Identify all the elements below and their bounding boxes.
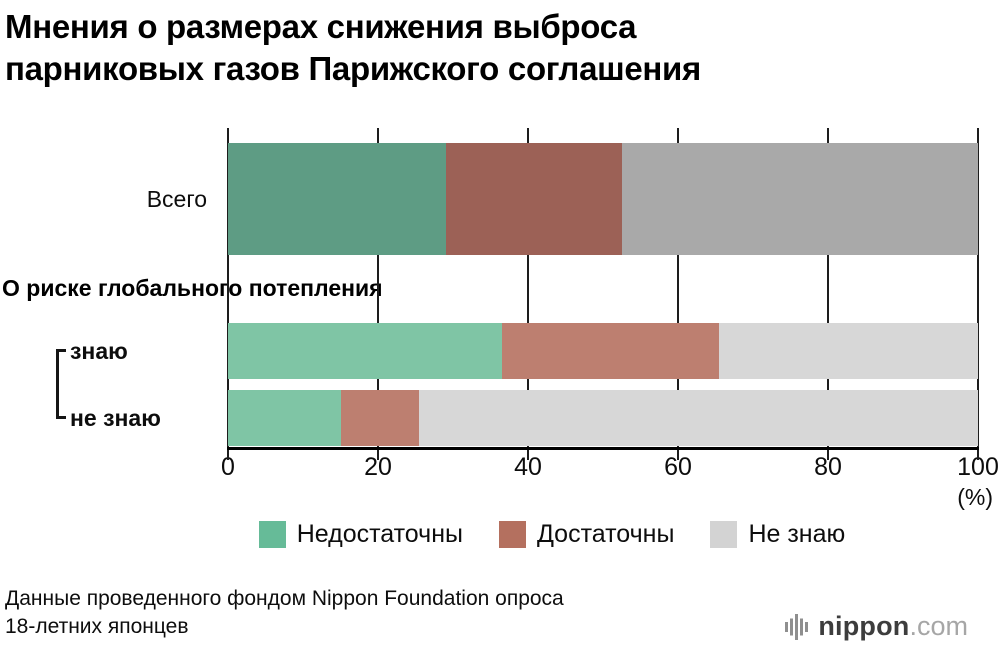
category-label-total: Всего bbox=[146, 186, 207, 212]
legend-label: Недостаточны bbox=[296, 520, 463, 548]
legend-swatch bbox=[498, 521, 526, 548]
legend-item-2: Не знаю bbox=[710, 520, 845, 549]
legend: Недостаточны Достаточны Не знаю bbox=[52, 520, 1000, 549]
category-label-dontknow: не знаю bbox=[70, 405, 161, 431]
nippon-logo: nippon.com bbox=[785, 611, 968, 642]
gridline-80 bbox=[827, 128, 829, 460]
bar-segment-r2-s2 bbox=[419, 390, 978, 446]
x-tick-label-0: 0 bbox=[221, 453, 235, 481]
bar-segment-r2-s1 bbox=[340, 390, 420, 446]
category-bracket bbox=[56, 349, 66, 419]
chart-title: Мнения о размерах снижения выброса парни… bbox=[5, 8, 701, 87]
bar-segment-r2-s0 bbox=[228, 390, 341, 446]
x-axis-unit: (%) bbox=[957, 484, 993, 510]
legend-swatch bbox=[710, 521, 738, 548]
bar-segment-r0-s2 bbox=[621, 143, 978, 255]
bar-segment-r0-s1 bbox=[445, 143, 622, 255]
legend-item-0: Недостаточны bbox=[258, 520, 463, 549]
logo-tld: .com bbox=[909, 611, 968, 641]
x-axis-tick-labels: 0 20 40 60 80 100 bbox=[221, 453, 999, 483]
bar-segment-r1-s1 bbox=[501, 323, 720, 379]
gridline-60 bbox=[677, 128, 679, 460]
source-note: Данные проведенного фондом Nippon Founda… bbox=[5, 587, 564, 638]
x-axis-line bbox=[227, 447, 979, 450]
bar-segment-r1-s0 bbox=[228, 323, 502, 379]
category-label-know: знаю bbox=[70, 338, 128, 364]
legend-label: Достаточны bbox=[536, 520, 675, 548]
legend-swatch bbox=[258, 521, 286, 548]
gridline-40 bbox=[527, 128, 529, 460]
logo-text: nippon.com bbox=[818, 611, 968, 642]
bar-segment-r1-s2 bbox=[719, 323, 978, 379]
group-heading: О риске глобального потепления bbox=[2, 275, 383, 301]
gridline-0 bbox=[227, 128, 229, 460]
logo-brand: nippon bbox=[818, 611, 910, 641]
plot-area bbox=[227, 128, 979, 460]
legend-item-1: Достаточны bbox=[498, 520, 675, 549]
legend-label: Не знаю bbox=[748, 520, 846, 548]
gridline-20 bbox=[377, 128, 379, 460]
gridline-100 bbox=[977, 128, 979, 460]
bar-segment-r0-s0 bbox=[228, 143, 446, 255]
soundwave-icon bbox=[785, 613, 809, 640]
